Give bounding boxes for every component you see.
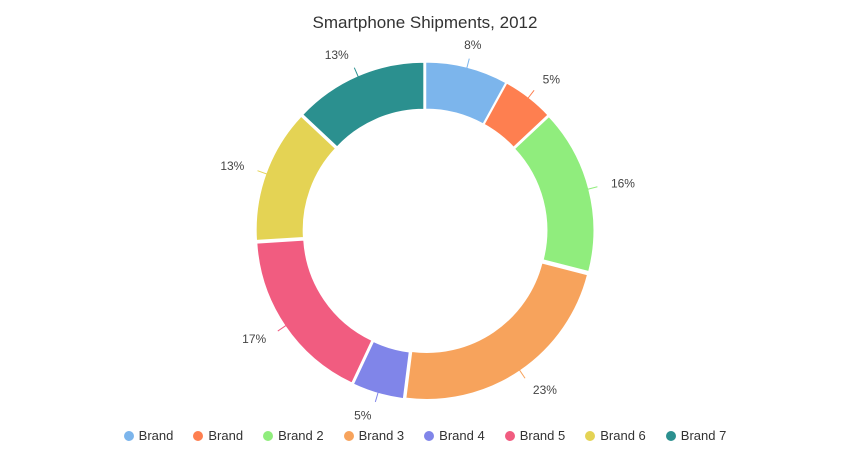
- legend-item-7[interactable]: Brand 6: [585, 428, 646, 443]
- data-label-3: 16%: [611, 176, 635, 190]
- legend-item-6[interactable]: Brand 5: [504, 428, 566, 443]
- legend-dot-4: [343, 430, 354, 441]
- legend-label-3: Brand 2: [278, 428, 324, 443]
- slice-4[interactable]: [405, 262, 589, 400]
- slice-2[interactable]: [483, 82, 549, 148]
- data-label-4: 23%: [533, 383, 557, 397]
- data-label-8: 13%: [325, 48, 349, 62]
- leader-line-5: [374, 392, 379, 403]
- leader-line-3: [587, 186, 598, 190]
- legend-dot-1: [123, 430, 134, 441]
- slice-7[interactable]: [255, 115, 337, 241]
- slice-6[interactable]: [256, 239, 373, 384]
- leader-line-2: [527, 90, 535, 99]
- data-label-1: 8%: [464, 38, 482, 52]
- legend-dot-3: [263, 430, 274, 441]
- chart-title: Smartphone Shipments, 2012: [312, 13, 538, 32]
- slice-3[interactable]: [513, 115, 595, 273]
- legend-label-2: Brand: [208, 428, 244, 443]
- legend-dot-7: [585, 430, 596, 441]
- legend-item-5[interactable]: Brand 4: [424, 428, 485, 443]
- chart-legend: Brand Brand Brand 2 Brand 3 Brand 4 Brand 5 Br…: [0, 428, 850, 443]
- slice-1[interactable]: [425, 61, 507, 125]
- data-label-7: 13%: [220, 159, 244, 173]
- leader-line-1: [466, 58, 470, 69]
- leader-line-4: [519, 369, 526, 379]
- legend-label-4: Brand 3: [358, 428, 405, 443]
- legend-item-2[interactable]: Brand: [193, 428, 243, 443]
- data-label-6: 17%: [242, 332, 266, 346]
- legend-label-8: Brand 7: [680, 428, 727, 443]
- legend-label-5: Brand 4: [439, 428, 485, 443]
- legend-item-8[interactable]: Brand 7: [665, 428, 727, 443]
- slice-5[interactable]: [352, 340, 410, 400]
- data-label-2: 5%: [543, 72, 561, 86]
- legend-item-4[interactable]: Brand 3: [343, 428, 405, 443]
- slice-8[interactable]: [302, 61, 425, 148]
- leader-line-7: [257, 170, 268, 175]
- legend-dot-8: [665, 430, 676, 441]
- legend-dot-6: [504, 430, 515, 441]
- legend-label-1: Brand: [138, 428, 174, 443]
- legend-dot-5: [424, 430, 435, 441]
- leader-line-8: [353, 67, 359, 78]
- legend-dot-2: [193, 430, 204, 441]
- legend-label-7: Brand 6: [600, 428, 646, 443]
- legend-item-3[interactable]: Brand 2: [263, 428, 324, 443]
- legend-label-6: Brand 5: [519, 428, 566, 443]
- legend-item-1[interactable]: Brand: [123, 428, 174, 443]
- data-label-5: 5%: [354, 408, 372, 422]
- leader-line-6: [277, 325, 287, 332]
